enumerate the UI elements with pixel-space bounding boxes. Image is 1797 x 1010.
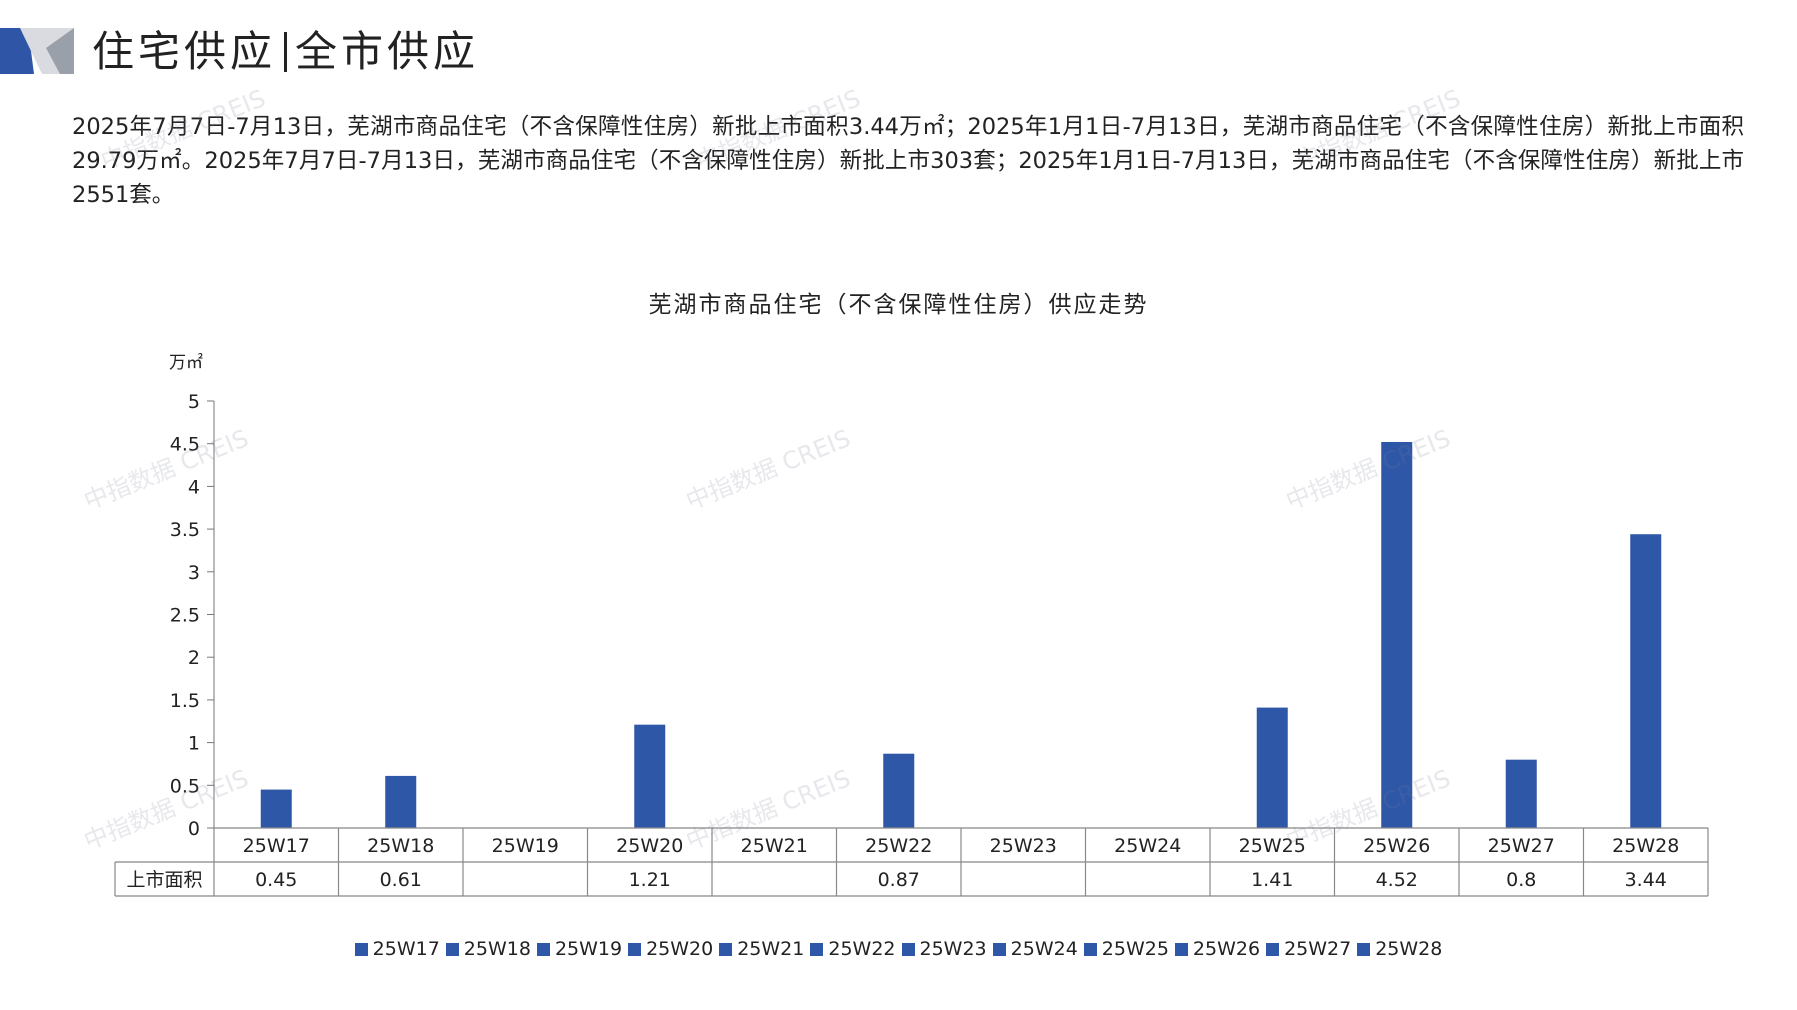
x-tick-label: 25W20 [616, 835, 683, 857]
legend-item: 25W26 [1174, 938, 1261, 960]
legend-item: 25W23 [901, 938, 987, 960]
bar [1505, 759, 1537, 828]
legend-swatch [354, 943, 368, 956]
x-tick-label: 25W22 [865, 835, 932, 857]
bar [1256, 707, 1288, 828]
legend-swatch [901, 943, 915, 956]
bar [385, 775, 417, 828]
legend-swatch [1266, 943, 1280, 956]
legend-label: 25W21 [737, 938, 805, 960]
legend-item: 25W28 [1357, 938, 1442, 960]
y-tick-label: 0 [188, 818, 200, 840]
legend-swatch [628, 943, 642, 956]
legend-label: 25W18 [463, 938, 531, 960]
legend-label: 25W22 [828, 938, 896, 960]
x-tick-label: 25W26 [1363, 835, 1430, 857]
legend-label: 25W23 [919, 938, 987, 960]
legend-item: 25W24 [992, 938, 1078, 960]
legend-label: 25W25 [1101, 938, 1169, 960]
y-tick-label: 5 [188, 391, 200, 413]
legend-item: 25W25 [1083, 938, 1169, 960]
legend-label: 25W27 [1284, 938, 1352, 960]
data-label: 4.52 [1376, 869, 1418, 891]
legend-swatch [445, 943, 459, 956]
page-title-main: 住宅供应 [92, 27, 277, 76]
bar [883, 753, 915, 828]
legend-swatch [1174, 943, 1188, 956]
legend-swatch [810, 943, 824, 956]
legend-label: 25W26 [1192, 938, 1261, 960]
y-tick-label: 1.5 [170, 690, 200, 712]
y-tick-label: 2.5 [170, 605, 200, 627]
y-tick-label: 4.5 [170, 434, 200, 456]
legend-item: 25W17 [354, 938, 440, 960]
x-tick-label: 25W19 [492, 835, 559, 857]
legend-label: 25W24 [1010, 938, 1078, 960]
legend-item: 25W27 [1266, 938, 1351, 960]
x-tick-label: 25W23 [990, 835, 1057, 857]
x-tick-label: 25W18 [367, 835, 434, 857]
title-separator [284, 32, 288, 72]
legend-swatch [719, 943, 733, 956]
y-tick-label: 0.5 [170, 775, 200, 797]
legend-item: 25W21 [719, 938, 804, 960]
legend-item: 25W19 [536, 938, 623, 960]
bar [634, 724, 666, 828]
y-tick-label: 2 [188, 647, 200, 669]
legend-swatch [536, 943, 550, 956]
bar [260, 789, 292, 828]
page-title-sub: 全市供应 [295, 27, 480, 76]
data-label: 0.87 [878, 869, 920, 891]
x-tick-label: 25W24 [1114, 835, 1181, 857]
legend-item: 25W22 [810, 938, 896, 960]
x-tick-label: 25W28 [1612, 835, 1679, 857]
y-tick-label: 3 [188, 562, 200, 584]
data-label: 1.41 [1251, 869, 1293, 891]
chart-title: 芜湖市商品住宅（不含保障性住房）供应走势 [648, 292, 1149, 318]
legend-label: 25W17 [372, 938, 440, 960]
data-label: 3.44 [1625, 869, 1667, 891]
x-tick-label: 25W25 [1239, 835, 1306, 857]
y-axis-unit-label: 万㎡ [169, 353, 203, 373]
legend-label: 25W19 [554, 938, 623, 960]
header-logo-icon [0, 28, 74, 74]
chart-legend: 25W17 25W18 25W19 25W20 25W21 25W22 25W23 25W24… [0, 938, 1797, 960]
data-label: 1.21 [629, 869, 671, 891]
page-title: 住宅供应 全市供应 [92, 18, 479, 79]
data-label: 0.8 [1506, 869, 1536, 891]
data-label: 0.45 [255, 869, 297, 891]
bar [1630, 534, 1662, 828]
legend-swatch [1357, 943, 1371, 956]
x-tick-label: 25W17 [243, 835, 310, 857]
y-tick-label: 3.5 [170, 519, 200, 541]
legend-swatch [1083, 943, 1097, 956]
data-label: 0.61 [380, 869, 422, 891]
y-tick-label: 4 [188, 476, 200, 498]
summary-text: 2025年7月7日-7月13日，芜湖市商品住宅（不含保障性住房）新批上市面积3.… [72, 114, 1744, 208]
legend-swatch [992, 943, 1006, 956]
legend-label: 25W20 [646, 938, 714, 960]
legend-label: 25W28 [1375, 938, 1443, 960]
legend-item: 25W18 [445, 938, 531, 960]
y-tick-label: 1 [188, 733, 200, 755]
x-tick-label: 25W27 [1488, 835, 1555, 857]
table-row-header: 上市面积 [126, 869, 202, 891]
legend-item: 25W20 [628, 938, 713, 960]
x-tick-label: 25W21 [741, 835, 808, 857]
bar [1381, 441, 1413, 828]
